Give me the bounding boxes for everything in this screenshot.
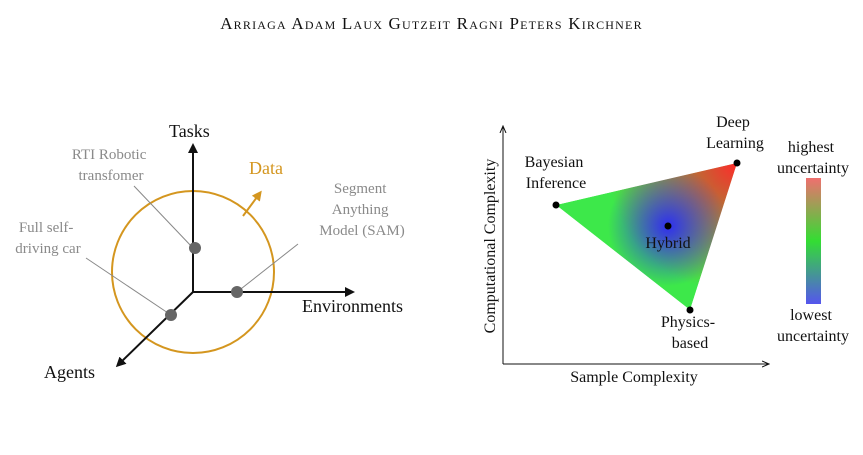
y-axis-label: Computational Complexity [482,159,499,334]
car-point [165,309,177,321]
sam-label: Segment Anything Model (SAM) [319,181,404,239]
complexity-triangle-diagram: Sample Complexity Computational Complexi… [482,114,849,386]
physics-vertex [686,306,694,314]
rti-point [189,242,201,254]
sam-leader-line [236,243,299,293]
rti-label: RTI Robotic transfomer [72,147,150,184]
bayesian-label: Bayesian Inference [525,154,588,192]
legend-top-label: highest uncertainty [777,139,849,177]
sam-point [231,286,243,298]
x-axis-label: Sample Complexity [570,369,698,386]
environments-label: Environments [302,296,403,316]
car-leader-line [85,257,172,316]
author-header: Arriaga Adam Laux Gutzeit Ragni Peters K… [220,14,643,33]
physics-label: Physics- based [661,314,719,352]
car-label: Full self- driving car [15,220,80,257]
legend-bottom-label: lowest uncertainty [777,307,849,345]
deep-learning-label: Deep Learning [706,114,764,152]
data-label: Data [249,158,283,178]
rti-leader-line [133,185,194,249]
uncertainty-colorbar [806,178,821,304]
data-arrow [242,190,262,217]
tasks-label: Tasks [169,121,210,141]
bayesian-vertex [552,201,560,209]
agents-axis [115,291,194,368]
hybrid-label: Hybrid [645,235,690,252]
agents-label: Agents [44,362,95,382]
agent-environment-task-diagram: Data Tasks Environments Agents RTI Robot… [15,121,404,382]
hybrid-point [664,222,672,230]
deep-learning-vertex [733,159,741,167]
